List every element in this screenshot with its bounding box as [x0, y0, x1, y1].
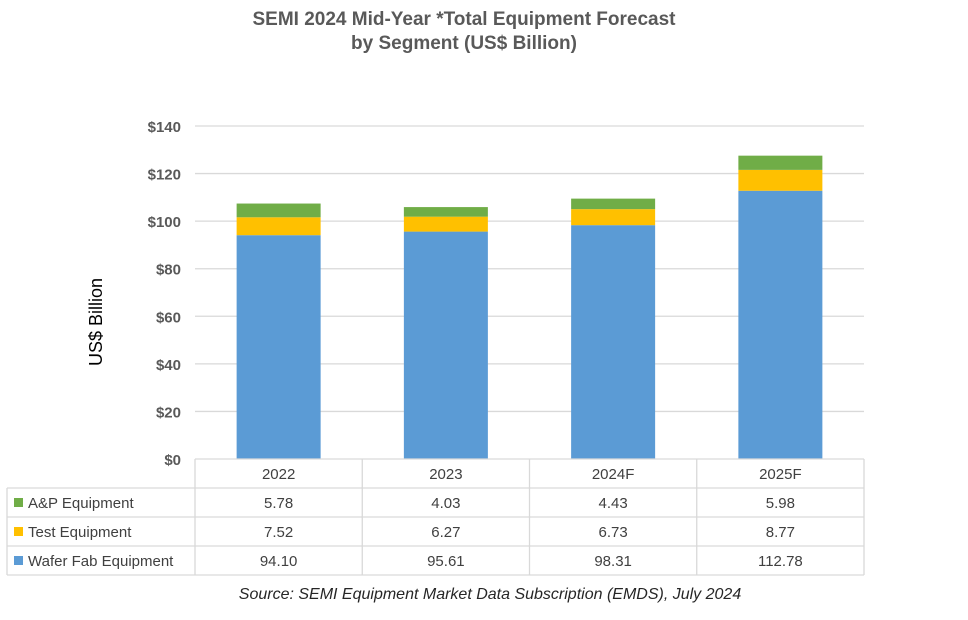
y-tick-label: $100	[148, 214, 181, 231]
x-tick-label: 2023	[429, 466, 462, 483]
table-value-test-equipment: 6.27	[431, 524, 460, 541]
y-tick-label: $40	[156, 357, 181, 374]
chart-title-line2: by Segment (US$ Billion)	[351, 33, 577, 54]
bar-a-p-equipment-2022	[236, 203, 321, 218]
bar-a-p-equipment-2025f	[738, 155, 823, 170]
y-tick-label: $20	[156, 404, 181, 421]
bar-test-equipment-2024f	[571, 209, 656, 226]
y-axis-label: US$ Billion	[86, 278, 106, 366]
table-value-wafer-fab-equipment: 112.78	[758, 553, 803, 570]
y-tick-label: $60	[156, 309, 181, 326]
y-tick-label: $140	[148, 119, 181, 136]
bar-a-p-equipment-2023	[403, 207, 488, 217]
table-value-test-equipment: 6.73	[599, 524, 628, 541]
legend-swatch-a-p-equipment	[14, 498, 23, 507]
x-tick-label: 2022	[262, 466, 295, 483]
table-value-wafer-fab-equipment: 98.31	[594, 553, 632, 570]
x-tick-label: 2024F	[592, 466, 635, 483]
source-note: Source: SEMI Equipment Market Data Subsc…	[238, 586, 742, 603]
table-value-wafer-fab-equipment: 95.61	[427, 553, 465, 570]
bar-test-equipment-2023	[403, 216, 488, 232]
legend-swatch-test-equipment	[14, 527, 23, 536]
table-value-a-p-equipment: 4.03	[431, 495, 460, 512]
chart-title-line1: SEMI 2024 Mid-Year *Total Equipment Fore…	[252, 9, 676, 30]
bar-test-equipment-2025f	[738, 169, 823, 191]
bar-wafer-fab-equipment-2022	[236, 235, 321, 459]
legend-label-wafer-fab-equipment: Wafer Fab Equipment	[28, 553, 174, 570]
table-value-test-equipment: 7.52	[264, 524, 293, 541]
y-tick-label: $0	[164, 452, 181, 469]
legend-label-test-equipment: Test Equipment	[28, 524, 132, 541]
table-value-test-equipment: 8.77	[766, 524, 795, 541]
table-value-wafer-fab-equipment: 94.10	[260, 553, 298, 570]
y-tick-label: $120	[148, 167, 181, 184]
bar-test-equipment-2022	[236, 217, 321, 236]
table-value-a-p-equipment: 4.43	[599, 495, 628, 512]
legend-swatch-wafer-fab-equipment	[14, 556, 23, 565]
bar-wafer-fab-equipment-2025f	[738, 190, 823, 459]
chart-title: SEMI 2024 Mid-Year *Total Equipment Fore…	[0, 8, 928, 56]
table-value-a-p-equipment: 5.78	[264, 495, 293, 512]
bar-wafer-fab-equipment-2024f	[571, 225, 656, 459]
bar-wafer-fab-equipment-2023	[403, 231, 488, 459]
x-tick-label: 2025F	[759, 466, 802, 483]
table-value-a-p-equipment: 5.98	[766, 495, 795, 512]
y-tick-label: $80	[156, 262, 181, 279]
bar-a-p-equipment-2024f	[571, 198, 656, 210]
legend-label-a-p-equipment: A&P Equipment	[28, 495, 134, 512]
